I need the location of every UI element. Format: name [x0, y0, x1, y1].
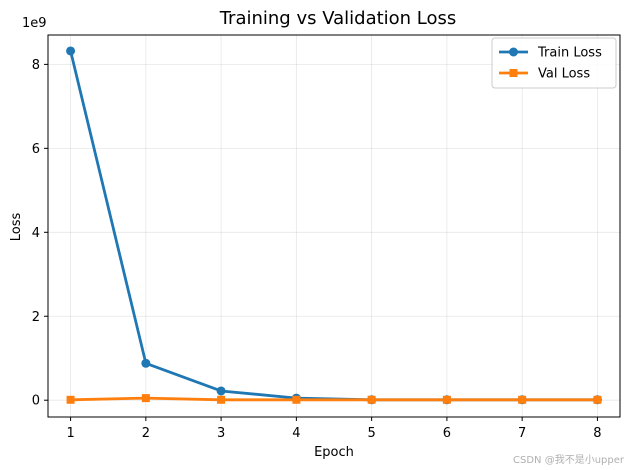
x-tick-label: 3 — [217, 426, 225, 441]
legend: Train Loss Val Loss — [491, 37, 617, 89]
legend-label: Val Loss — [538, 67, 590, 82]
val-loss-line — [69, 396, 599, 402]
y-tick-label: 2 — [32, 310, 40, 325]
x-axis-label: Epoch — [314, 445, 354, 460]
series-layer — [66, 46, 602, 405]
x-tick-label: 5 — [367, 426, 375, 441]
legend-swatch-marker — [509, 47, 518, 57]
legend-swatch-marker — [509, 69, 518, 77]
legend-item-train-loss: Train Loss — [499, 46, 602, 61]
y-tick-label: 0 — [32, 394, 40, 409]
val-loss-point — [593, 395, 602, 404]
train-loss-point — [66, 46, 76, 56]
x-tick-label: 8 — [593, 426, 601, 441]
legend-box — [491, 37, 617, 89]
val-loss-point — [217, 395, 226, 404]
plot-frame — [47, 34, 621, 418]
y-axis-label: Loss — [9, 213, 24, 242]
val-loss-point — [442, 395, 451, 404]
val-loss-point — [518, 395, 527, 404]
legend-label: Train Loss — [537, 46, 602, 61]
x-tick-label: 4 — [292, 426, 300, 441]
legend-item-val-loss: Val Loss — [499, 67, 590, 82]
train-loss-point — [141, 358, 151, 368]
x-tick-label: 2 — [142, 426, 150, 441]
val-loss-point — [66, 395, 75, 404]
y-axis-scale-label: 1e9 — [22, 16, 47, 31]
x-tick-label: 6 — [443, 426, 451, 441]
val-loss-point — [141, 394, 150, 403]
val-loss-point — [292, 395, 301, 404]
x-tick-label: 7 — [518, 426, 526, 441]
watermark: CSDN @我不是小upper — [513, 454, 625, 466]
train-loss-point — [216, 386, 226, 396]
y-tick-label: 4 — [32, 226, 40, 241]
axis-ticks: 1 2 3 4 5 6 7 8 0 2 4 6 8 — [32, 58, 602, 441]
chart-title: Training vs Validation Loss — [219, 8, 457, 29]
x-tick-label: 1 — [66, 426, 74, 441]
val-loss-point — [367, 395, 376, 404]
y-tick-label: 6 — [32, 142, 40, 157]
y-tick-label: 8 — [32, 58, 40, 73]
